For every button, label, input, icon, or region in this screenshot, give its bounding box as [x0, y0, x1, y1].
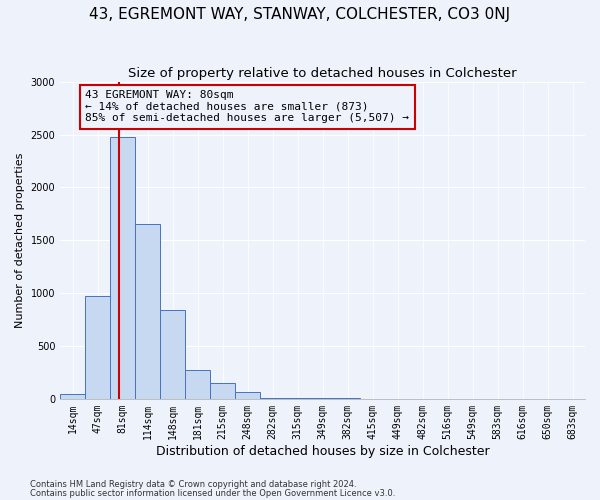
Text: Contains public sector information licensed under the Open Government Licence v3: Contains public sector information licen…: [30, 488, 395, 498]
Bar: [210, 383, 235, 399]
Text: 43 EGREMONT WAY: 80sqm
← 14% of detached houses are smaller (873)
85% of semi-de: 43 EGREMONT WAY: 80sqm ← 14% of detached…: [85, 90, 409, 124]
Bar: [110, 136, 135, 399]
Y-axis label: Number of detached properties: Number of detached properties: [15, 152, 25, 328]
Bar: [235, 392, 260, 399]
Bar: [285, 398, 310, 399]
Bar: [310, 398, 335, 399]
Text: Contains HM Land Registry data © Crown copyright and database right 2024.: Contains HM Land Registry data © Crown c…: [30, 480, 356, 489]
Bar: [185, 370, 210, 399]
Bar: [160, 310, 185, 399]
Title: Size of property relative to detached houses in Colchester: Size of property relative to detached ho…: [128, 68, 517, 80]
Bar: [60, 394, 85, 399]
Bar: [260, 398, 285, 399]
Bar: [335, 398, 360, 399]
X-axis label: Distribution of detached houses by size in Colchester: Distribution of detached houses by size …: [156, 444, 490, 458]
Text: 43, EGREMONT WAY, STANWAY, COLCHESTER, CO3 0NJ: 43, EGREMONT WAY, STANWAY, COLCHESTER, C…: [89, 8, 511, 22]
Bar: [85, 296, 110, 399]
Bar: [135, 224, 160, 399]
